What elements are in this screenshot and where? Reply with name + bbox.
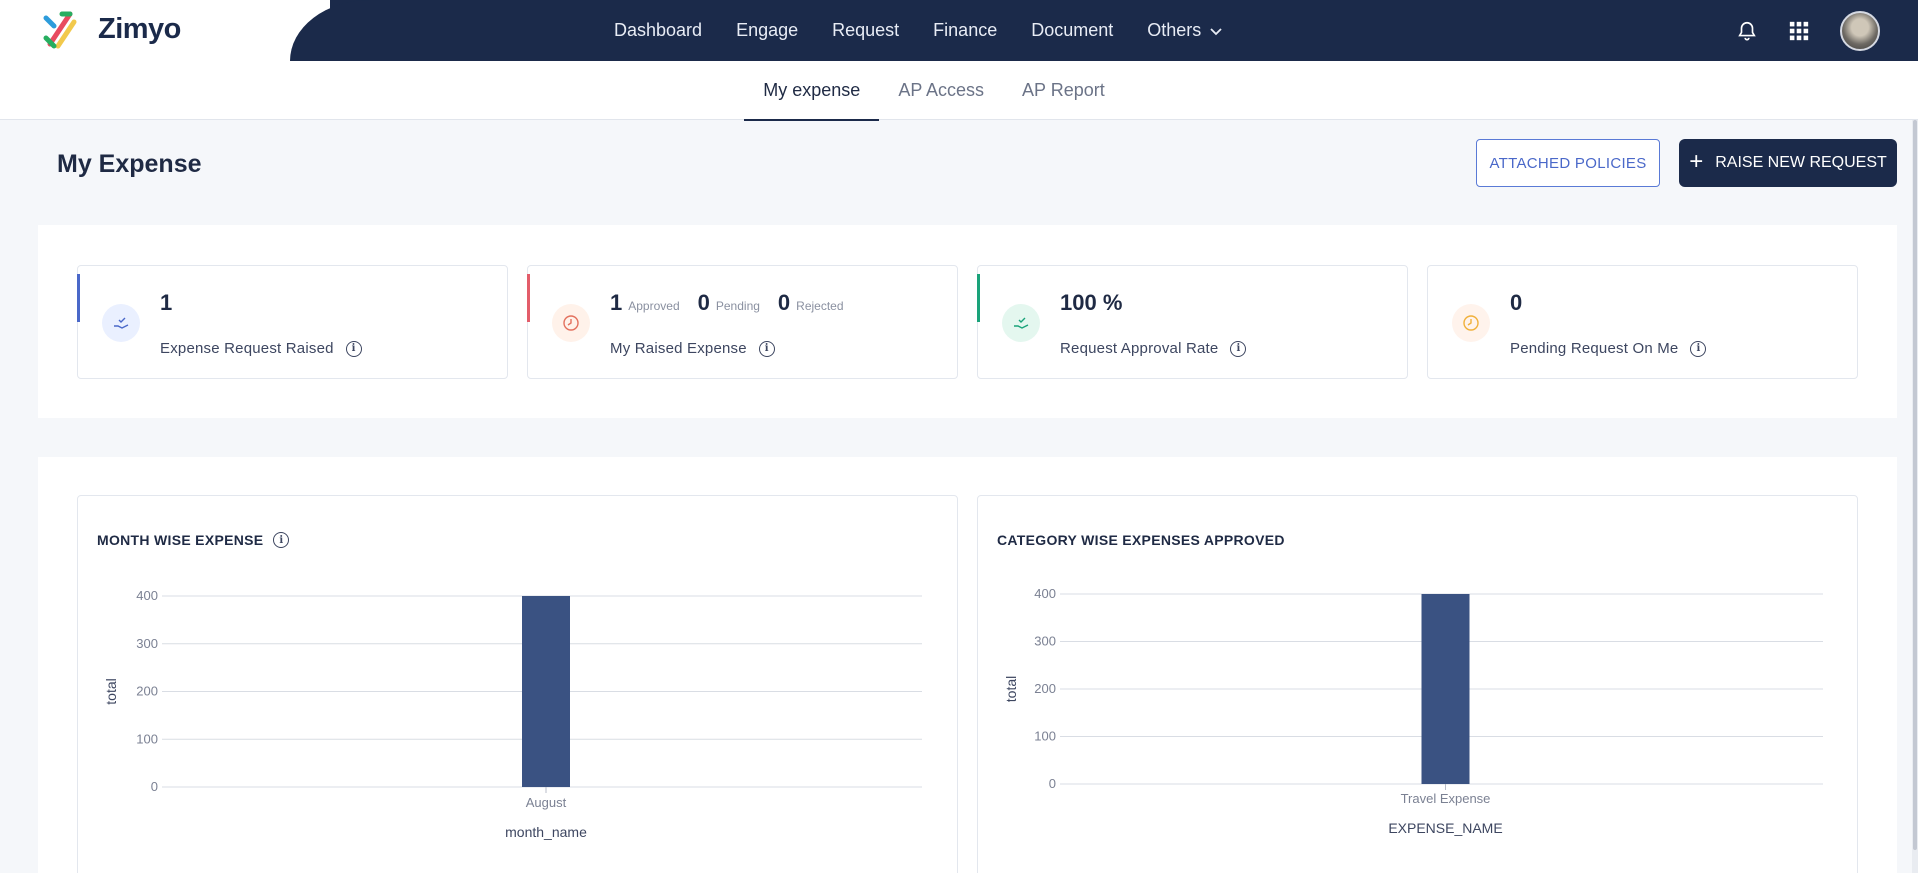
page-title: My Expense: [57, 150, 202, 178]
tab-ap-access[interactable]: AP Access: [898, 80, 985, 100]
x-tick-label: August: [526, 795, 567, 810]
stat-value: 1 Approved 0 Pending 0 Rejected: [610, 290, 862, 316]
y-tick-label: 200: [1034, 681, 1056, 696]
attached-policies-button[interactable]: ATTACHED POLICIES: [1476, 139, 1660, 187]
y-tick-label: 200: [136, 684, 158, 699]
raise-new-request-button[interactable]: + RAISE NEW REQUEST: [1679, 139, 1897, 187]
stat-card-approval-rate: 100 % Request Approval Rate i: [977, 265, 1408, 379]
rejected-count: 0: [777, 290, 791, 315]
category-wise-expense-card: CATEGORY WISE EXPENSES APPROVED 0 100 200 3…: [977, 495, 1858, 873]
clock-icon: [1452, 304, 1490, 342]
app-grid-icon[interactable]: [1788, 20, 1810, 42]
card-accent: [977, 274, 980, 322]
charts-panel: MONTH WISE EXPENSE i 0 100 200 300 400 August…: [38, 457, 1897, 873]
nav-document[interactable]: Document: [1031, 20, 1114, 40]
stat-label: Expense Request Raised i: [160, 340, 362, 357]
nav-request[interactable]: Request: [832, 20, 900, 40]
stat-label: Pending Request On Me i: [1510, 340, 1707, 357]
x-tick-label: Travel Expense: [1401, 791, 1491, 806]
approval-rate-value: 100 %: [1060, 290, 1123, 315]
page-scrollbar[interactable]: [1912, 120, 1918, 873]
y-tick-label: 0: [151, 779, 158, 794]
stat-value: 100 %: [1060, 290, 1122, 316]
plus-icon: +: [1689, 148, 1704, 175]
info-icon[interactable]: i: [1690, 340, 1707, 357]
card-accent: [77, 274, 80, 322]
y-tick-label: 100: [1034, 729, 1056, 744]
brand-name[interactable]: Zimyo: [98, 13, 181, 45]
stat-label: Request Approval Rate i: [1060, 340, 1247, 357]
stats-panel: 1 Expense Request Raised i 1 Approved 0 Pe…: [38, 225, 1897, 418]
approved-label: Approved: [628, 299, 680, 313]
notification-bell-icon[interactable]: [1736, 20, 1758, 42]
hand-check-icon: [1002, 304, 1040, 342]
approval-rate-label: Request Approval Rate: [1060, 340, 1219, 357]
y-axis-title: total: [103, 678, 119, 704]
y-tick-label: 0: [1049, 776, 1056, 791]
info-icon[interactable]: i: [1230, 340, 1247, 357]
card-accent: [527, 274, 530, 322]
nav-others-dropdown[interactable]: Others: [1147, 20, 1223, 41]
y-axis-title: total: [1003, 676, 1019, 702]
my-raised-expense-label: My Raised Expense: [610, 340, 747, 357]
top-navbar: Zimyo Dashboard Engage Request Finance D…: [0, 0, 1918, 61]
stat-value: 1: [160, 290, 172, 316]
zimyo-logo-icon[interactable]: [40, 8, 84, 52]
subtab-bar: My expense AP Access AP Report: [0, 61, 1918, 121]
pending-on-me-count: 0: [1510, 290, 1523, 315]
y-tick-label: 400: [1034, 586, 1056, 601]
requests-raised-label: Expense Request Raised: [160, 340, 334, 357]
hand-check-icon: [102, 304, 140, 342]
category-wise-expense-title: CATEGORY WISE EXPENSES APPROVED: [997, 532, 1285, 548]
chart-title: CATEGORY WISE EXPENSES APPROVED: [997, 532, 1285, 548]
nav-others-label: Others: [1147, 20, 1202, 40]
stat-card-pending-on-me: 0 Pending Request On Me i: [1427, 265, 1858, 379]
pending-label: Pending: [715, 299, 760, 313]
pending-on-me-label: Pending Request On Me: [1510, 340, 1679, 357]
approved-count: 1: [610, 290, 623, 315]
x-axis-title: month_name: [505, 824, 587, 840]
y-tick-label: 300: [136, 636, 158, 651]
y-tick-label: 300: [1034, 634, 1056, 649]
chart-title: MONTH WISE EXPENSE i: [97, 532, 290, 548]
raise-new-request-label: RAISE NEW REQUEST: [1715, 154, 1887, 171]
month-wise-expense-card: MONTH WISE EXPENSE i 0 100 200 300 400 August…: [77, 495, 958, 873]
nav-actions: [1736, 0, 1880, 61]
main-nav: Dashboard Engage Request Finance Documen…: [614, 0, 1223, 61]
nav-engage[interactable]: Engage: [736, 20, 799, 40]
chevron-down-icon: [1210, 27, 1222, 35]
stat-value: 0: [1510, 290, 1522, 316]
x-axis-title: EXPENSE_NAME: [1388, 820, 1502, 836]
tab-ap-report[interactable]: AP Report: [1022, 80, 1105, 100]
y-tick-label: 400: [136, 588, 158, 603]
nav-dashboard[interactable]: Dashboard: [614, 20, 703, 40]
info-icon[interactable]: i: [758, 340, 775, 357]
info-icon[interactable]: i: [345, 340, 362, 357]
bar: [1421, 594, 1470, 784]
scrollbar-thumb[interactable]: [1913, 120, 1917, 850]
bar: [522, 596, 570, 787]
month-wise-expense-title: MONTH WISE EXPENSE: [97, 532, 264, 548]
logo-area: [0, 0, 330, 61]
stat-label: My Raised Expense i: [610, 340, 775, 357]
y-tick-label: 100: [136, 731, 158, 746]
stat-card-my-raised-expense: 1 Approved 0 Pending 0 Rejected My Raised E…: [527, 265, 958, 379]
tab-my-expense[interactable]: My expense: [744, 61, 880, 121]
user-avatar[interactable]: [1840, 10, 1880, 51]
info-icon[interactable]: i: [273, 532, 290, 548]
clock-icon: [552, 304, 590, 342]
nav-finance[interactable]: Finance: [933, 20, 998, 40]
category-wise-expense-chart: 0 100 200 300 400 Travel Expense EXPENSE_NAME t…: [1003, 586, 1823, 836]
month-wise-expense-chart: 0 100 200 300 400 August month_name total: [103, 588, 922, 840]
requests-raised-count: 1: [160, 290, 173, 315]
pending-count: 0: [697, 290, 710, 315]
stat-card-requests-raised: 1 Expense Request Raised i: [77, 265, 508, 379]
rejected-label: Rejected: [796, 299, 844, 313]
